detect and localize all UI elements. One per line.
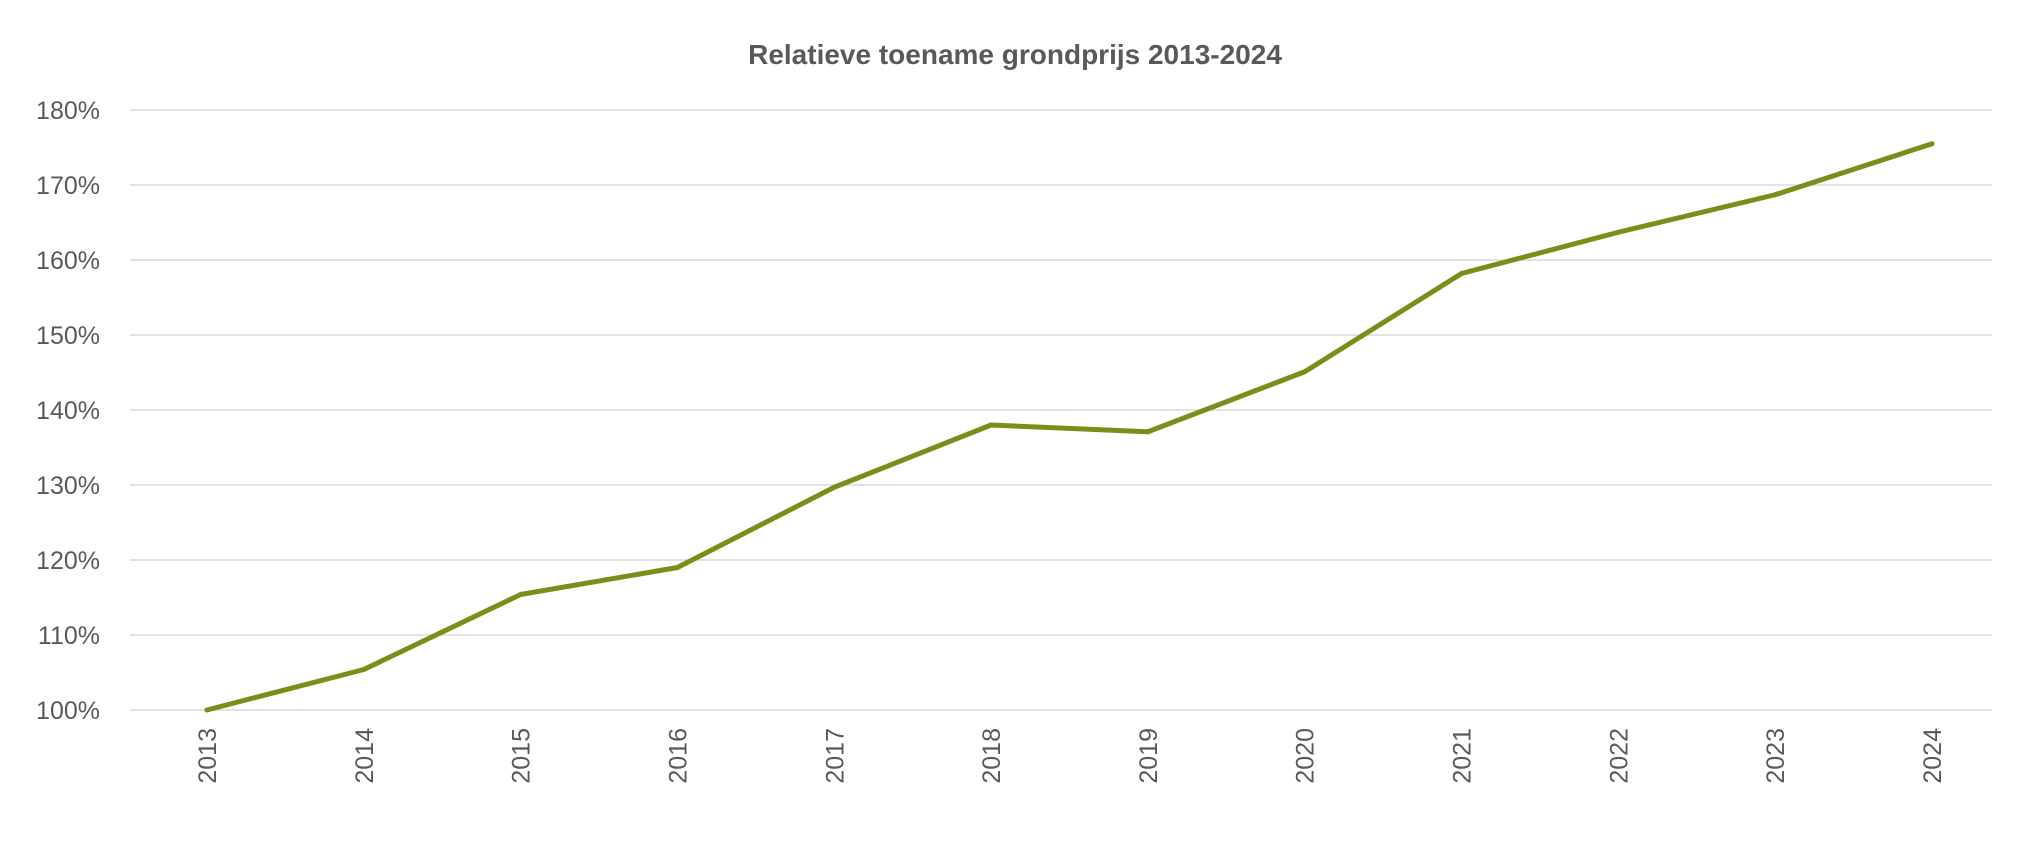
data-point-2013 [204,707,210,713]
y-axis-ticks: 100% 110% 120% 130% 140% 150% 160% 170% 180% [36,97,100,725]
x-tick-label: 2019 [1135,728,1163,784]
data-point-2019 [1145,429,1151,435]
gridlines [130,109,1992,711]
data-point-2015 [518,592,524,597]
series-line [204,141,1935,713]
x-tick-label: 2013 [194,728,222,784]
y-tick-label: 170% [36,172,100,200]
data-point-2024 [1929,141,1935,147]
y-tick-label: 110% [38,622,100,650]
data-point-2023 [1772,192,1778,198]
x-axis-ticks: 2013 2014 2015 2016 2017 2018 2019 2020 2021 2022… [194,728,1947,784]
x-tick-label: 2016 [664,728,692,784]
x-tick-label: 2015 [508,728,536,784]
data-point-2017 [831,484,837,490]
y-tick-label: 180% [36,97,100,125]
x-tick-label: 2024 [1919,728,1947,784]
data-point-2021 [1459,271,1465,276]
chart-title: Relatieve toename grondprijs 2013-2024 [748,39,1282,70]
y-tick-label: 150% [36,322,100,350]
x-tick-label: 2014 [351,728,379,784]
x-tick-label: 2023 [1762,728,1790,784]
y-tick-label: 140% [36,397,100,425]
x-tick-label: 2018 [978,728,1006,784]
x-tick-label: 2017 [821,728,849,784]
data-point-2016 [674,565,680,570]
data-point-2014 [361,667,367,672]
y-tick-label: 120% [36,547,100,575]
y-tick-label: 130% [36,472,100,500]
series-layer [204,141,1935,713]
data-point-2020 [1302,369,1308,375]
data-point-2022 [1615,229,1621,235]
x-tick-label: 2022 [1605,728,1633,784]
data-point-2018 [988,422,994,428]
y-tick-label: 100% [36,697,100,725]
x-tick-label: 2020 [1292,728,1320,784]
x-tick-label: 2021 [1449,728,1477,784]
y-tick-label: 160% [36,247,100,275]
